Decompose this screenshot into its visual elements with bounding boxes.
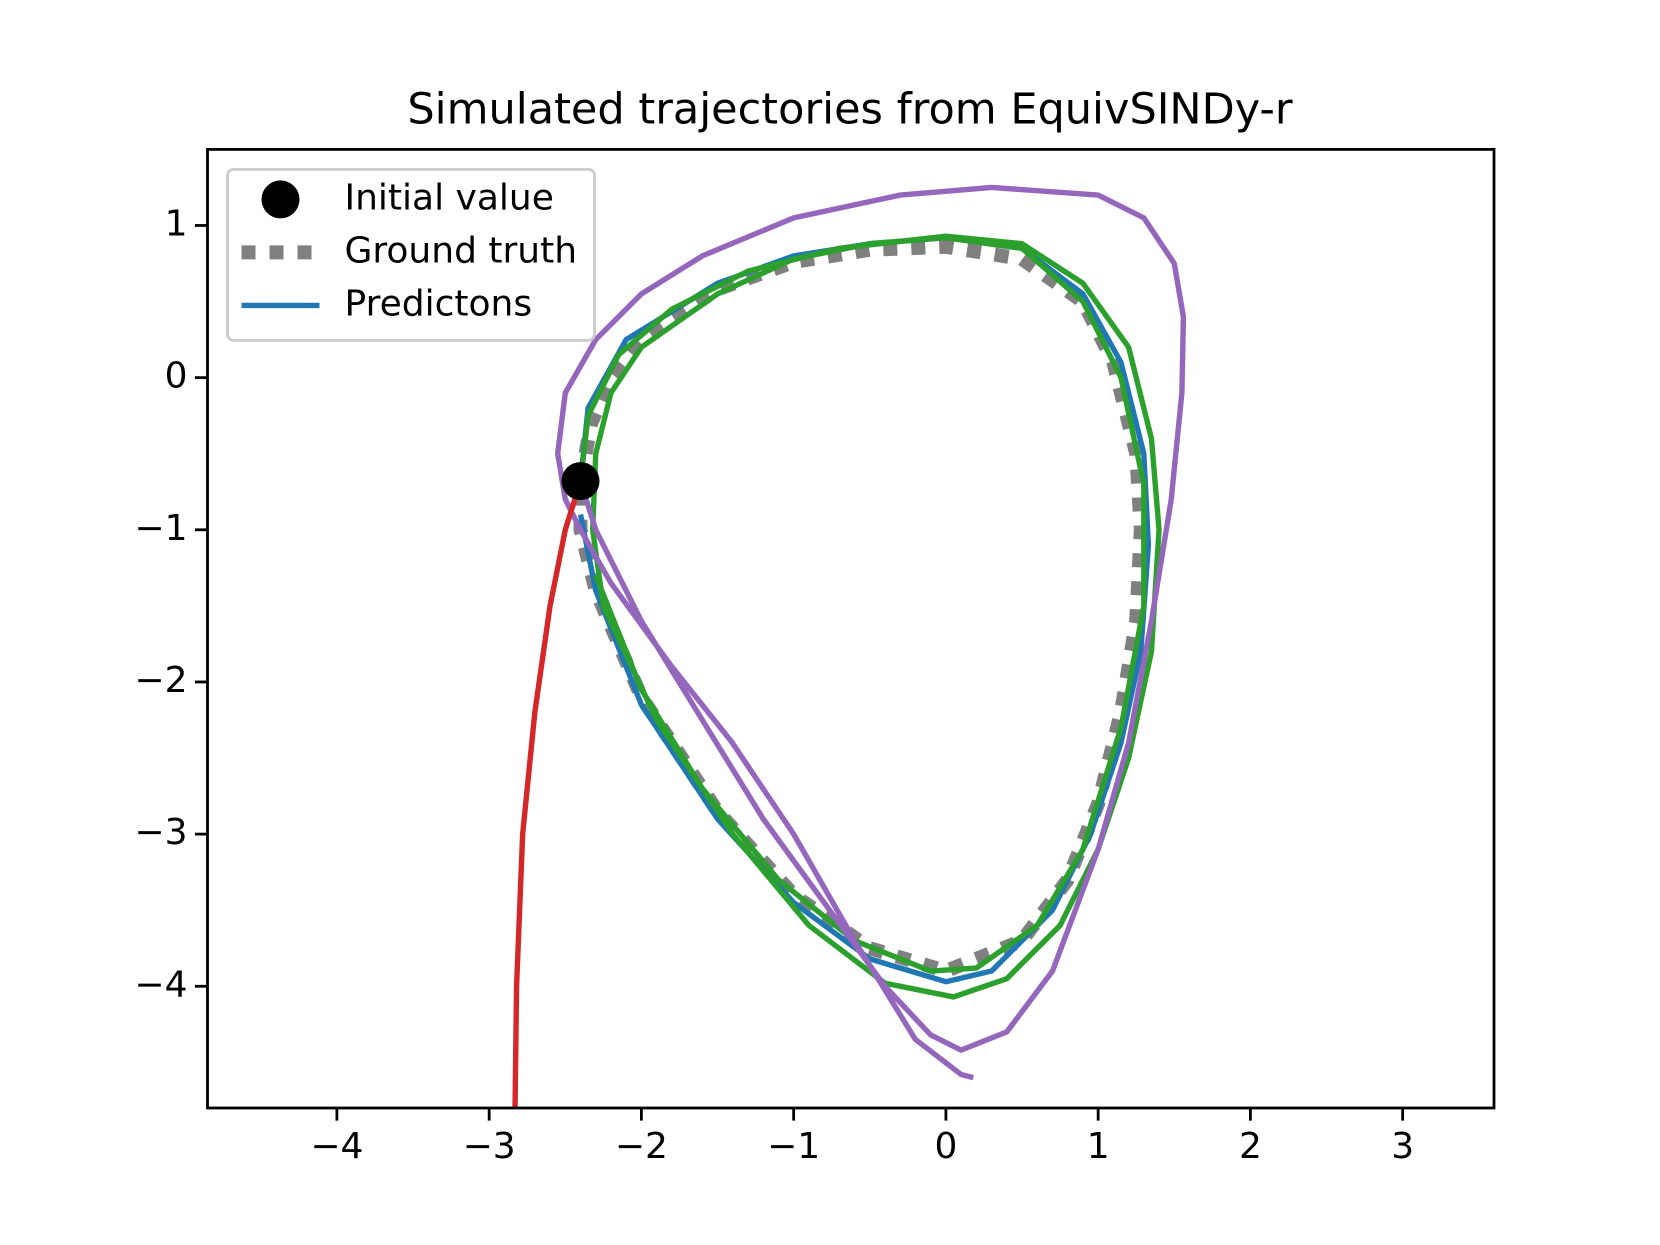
chart-title: Simulated trajectories from EquivSINDy-r (407, 85, 1293, 135)
initial-value-marker (561, 462, 600, 501)
y-tick-label: 0 (165, 356, 188, 397)
x-tick-label: −4 (310, 1126, 363, 1167)
trajectory (577, 233, 1162, 1000)
x-tick-label: −1 (767, 1126, 820, 1167)
y-tick-label: 1 (165, 203, 188, 244)
x-tick-label: −3 (463, 1126, 516, 1167)
y-tick-label: −2 (134, 660, 187, 701)
x-tick-label: 2 (1239, 1126, 1262, 1167)
trajectory (577, 234, 1152, 985)
x-tick-label: 1 (1087, 1126, 1110, 1167)
y-tick-label: −4 (134, 964, 187, 1005)
legend: Initial value Ground truth Predictons (226, 167, 596, 342)
axes-frame (206, 147, 1496, 1110)
trajectory (512, 480, 584, 1108)
legend-label: Predictons (345, 283, 533, 324)
trajectory (573, 239, 1148, 979)
legend-label: Initial value (345, 177, 554, 218)
x-tick-label: 0 (934, 1126, 957, 1167)
legend-box (226, 167, 596, 342)
trajectory (554, 184, 1187, 1081)
plot-area (512, 184, 1187, 1108)
y-tick-label: −1 (134, 508, 187, 549)
legend-marker (261, 180, 300, 219)
legend-label: Ground truth (345, 230, 578, 271)
y-tick-label: −3 (134, 812, 187, 853)
x-tick-label: −2 (615, 1126, 668, 1167)
x-tick-label: 3 (1391, 1126, 1414, 1167)
